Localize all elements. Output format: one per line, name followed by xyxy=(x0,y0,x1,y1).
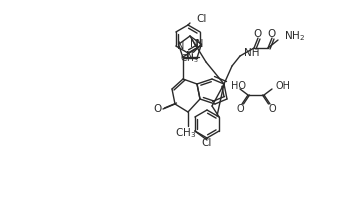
Text: Cl: Cl xyxy=(196,14,206,24)
Text: NH$_2$: NH$_2$ xyxy=(284,29,305,43)
Text: OH: OH xyxy=(276,81,291,91)
Text: N: N xyxy=(177,41,184,51)
Text: N: N xyxy=(196,39,203,49)
Text: O: O xyxy=(253,29,261,39)
Text: N: N xyxy=(186,51,194,61)
Text: O: O xyxy=(153,104,161,114)
Text: O: O xyxy=(268,104,276,114)
Text: O: O xyxy=(267,29,275,39)
Text: N: N xyxy=(190,39,197,49)
Text: CH$_3$: CH$_3$ xyxy=(180,52,199,65)
Text: Cl: Cl xyxy=(202,138,212,148)
Text: HO: HO xyxy=(231,81,246,91)
Text: O: O xyxy=(236,104,244,114)
Text: CH$_3$: CH$_3$ xyxy=(175,126,197,140)
Text: NH: NH xyxy=(244,48,260,58)
